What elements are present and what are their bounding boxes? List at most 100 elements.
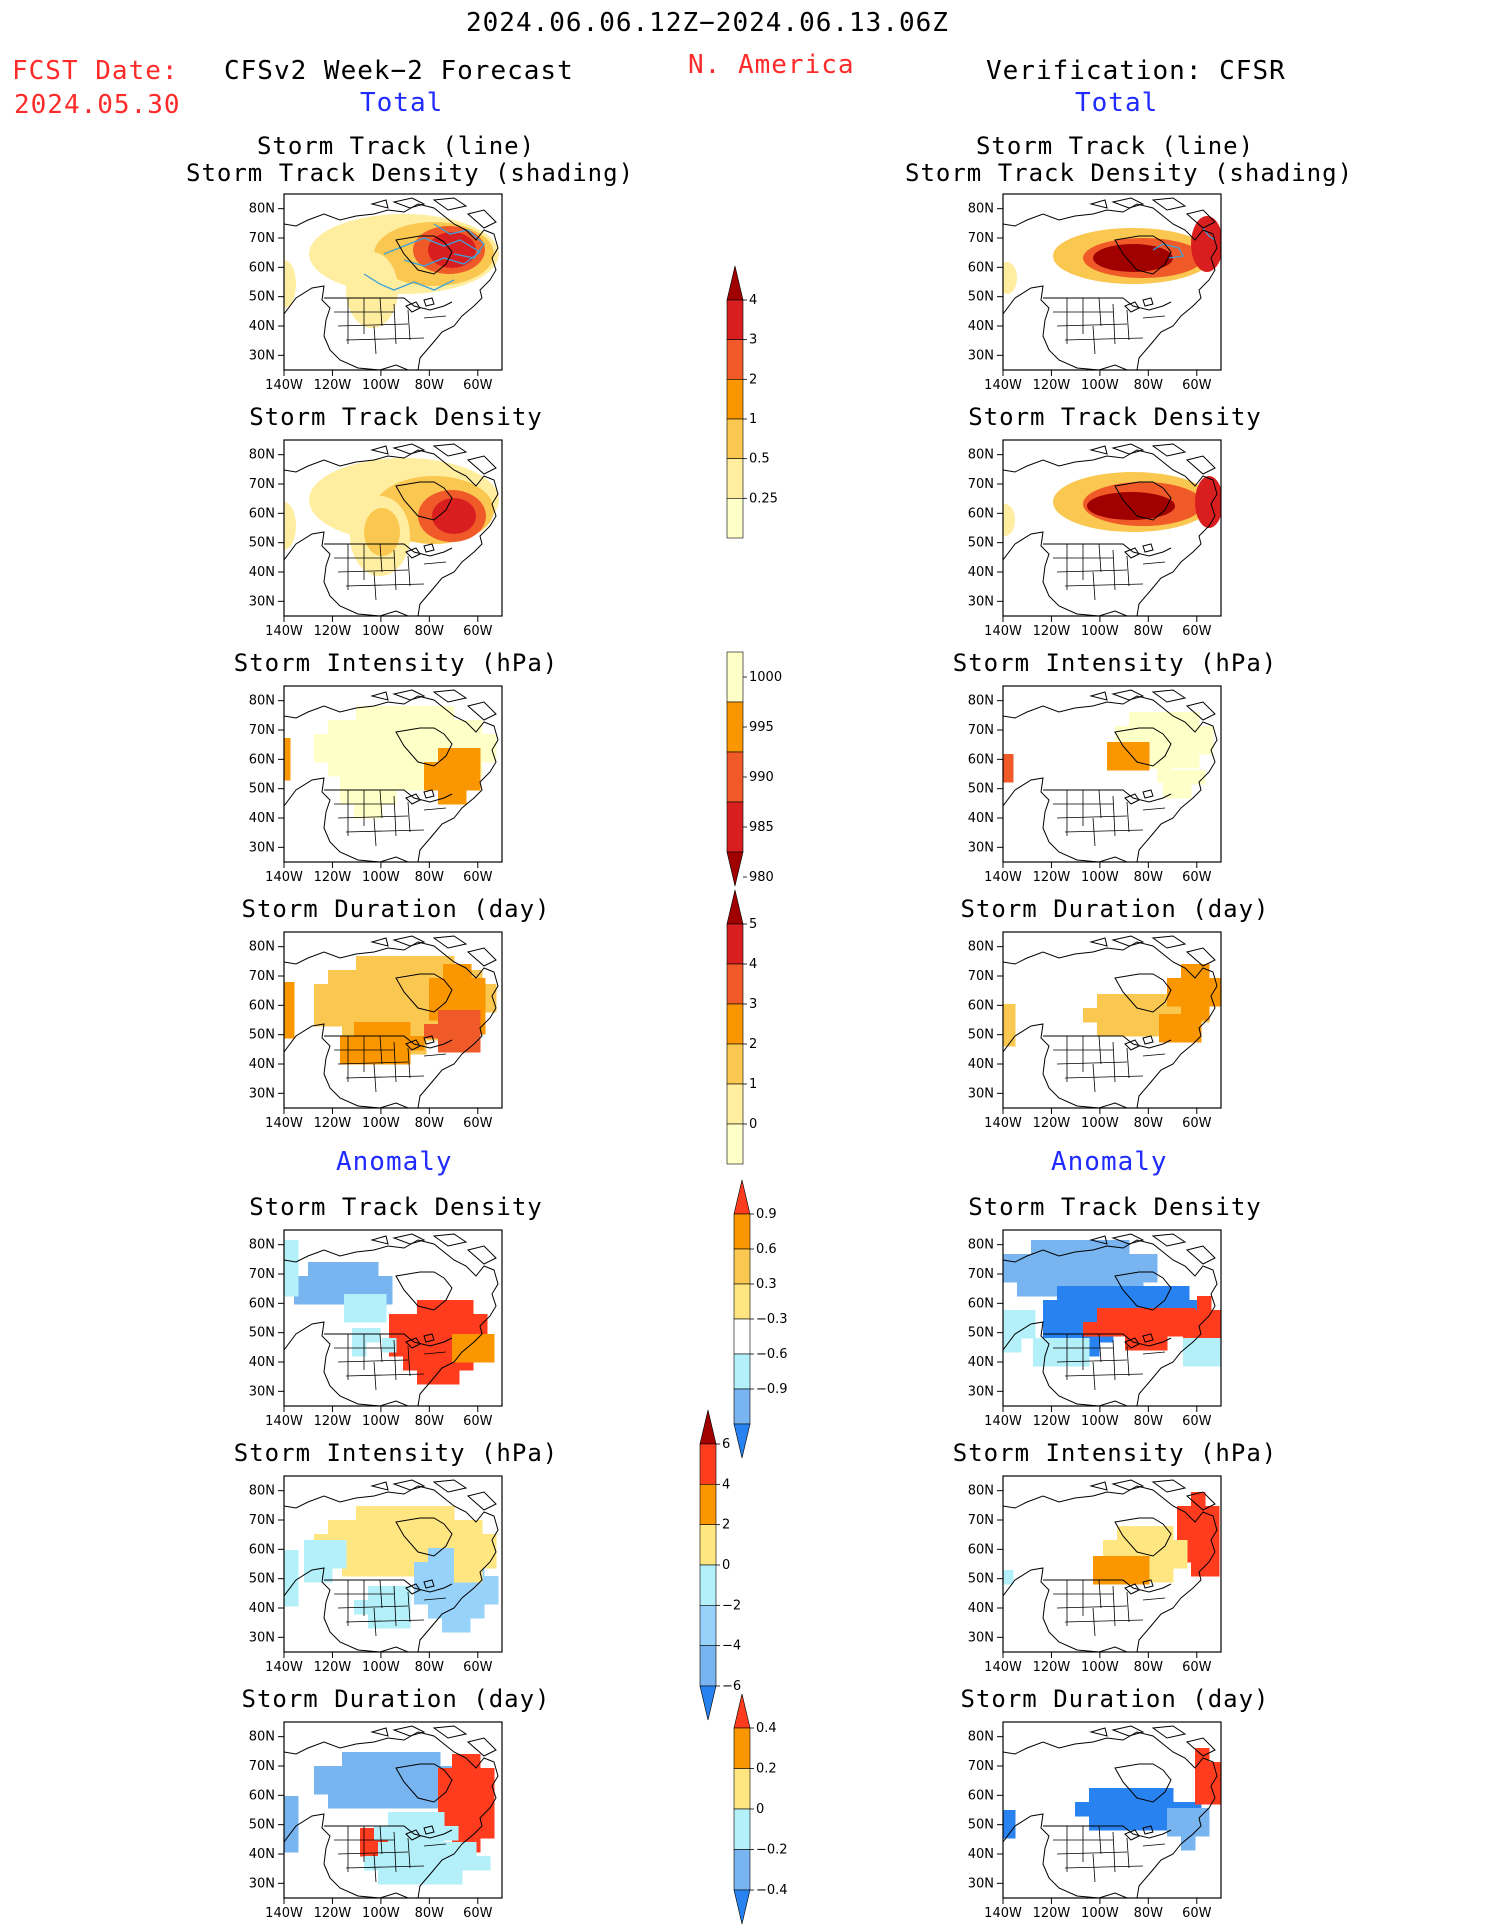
shade-cell: [356, 998, 371, 1013]
shade-cell: [1077, 1300, 1092, 1315]
coastline-layer: [284, 1233, 499, 1406]
shade-cell: [442, 1562, 457, 1577]
colorbar-intensity-anomaly: 6 4 2 0 −2 −4 −6: [699, 1409, 780, 1721]
shade-cell: [452, 1768, 467, 1783]
shade-cell: [1185, 740, 1200, 755]
island-outline: [466, 1737, 497, 1757]
lat-tick-label: 80N: [249, 448, 275, 463]
shade-cell: [370, 734, 385, 749]
shade-cell: [370, 956, 385, 971]
shade-cell: [412, 1506, 427, 1521]
shade-cell: [1143, 1254, 1158, 1269]
shade-cell: [1115, 1240, 1130, 1255]
shade-cell: [1159, 1014, 1174, 1029]
lat-tick-label: 50N: [249, 1326, 275, 1341]
colorbar-label: 0: [756, 1802, 764, 1817]
state-border: [345, 1075, 425, 1079]
colorbar-label: 3: [749, 997, 757, 1012]
shade-cell: [482, 748, 497, 763]
lat-tick-label: 80N: [968, 694, 994, 709]
shade-cell: [1173, 1028, 1188, 1043]
shade-cell: [342, 1780, 357, 1795]
lon-tick-label: 80W: [1134, 1906, 1164, 1921]
state-border: [1092, 1063, 1096, 1093]
lon-tick-label: 80W: [415, 1906, 445, 1921]
shade-cell: [1135, 1556, 1150, 1571]
state-border: [407, 1047, 411, 1079]
map-frame: [283, 1229, 503, 1407]
map-svg: 80N 70N 60N 50N 40N 30N 140W 120W 100W 80W 60W: [968, 1721, 1222, 1921]
map-frame: [1002, 1229, 1222, 1407]
shade-cell: [370, 998, 385, 1013]
lon-tick-label: 100W: [362, 1116, 400, 1131]
shade-blob: [1195, 476, 1221, 528]
coastline: [1003, 203, 1218, 370]
state-border: [1092, 1607, 1096, 1637]
shade-cell: [412, 776, 427, 791]
shade-cell: [1111, 1008, 1126, 1023]
shade-cell: [398, 720, 413, 735]
shade-cell: [1043, 1314, 1058, 1329]
state-border: [337, 323, 409, 327]
island-outline: [466, 947, 497, 967]
state-border: [345, 1865, 425, 1869]
colorbar-swatch: [733, 1849, 751, 1891]
shade-cell: [356, 970, 371, 985]
shade-cell: [426, 1752, 441, 1767]
state-border: [373, 817, 377, 847]
lat-tick-label: 50N: [249, 782, 275, 797]
storm-track-line: [1152, 243, 1184, 259]
shade-cell: [398, 1780, 413, 1795]
shade-cell: [308, 1276, 323, 1291]
island-outline: [370, 937, 389, 947]
shade-cell: [396, 1586, 411, 1601]
shade-cell: [354, 776, 369, 791]
shade-cell: [322, 1290, 337, 1305]
shade-cell: [470, 1604, 485, 1619]
shade-cell: [1059, 1254, 1074, 1269]
lon-tick-label: 120W: [1033, 1660, 1071, 1675]
right-anom-intensity-title: Storm Intensity (hPa): [952, 1439, 1278, 1467]
island-outline: [370, 1481, 389, 1491]
shade-cell: [1007, 1338, 1022, 1353]
lake-outline: [423, 1035, 435, 1045]
shade-cell: [412, 970, 427, 985]
shade-cell: [1209, 978, 1221, 993]
lat-tick-label: 70N: [968, 1267, 994, 1282]
shade-cell: [428, 1604, 443, 1619]
state-border: [407, 555, 411, 587]
hudson-bay-outline: [1114, 1271, 1172, 1311]
shade-cell: [426, 956, 441, 971]
shade-cell: [1177, 770, 1192, 785]
lat-tick-label: 40N: [968, 811, 994, 826]
shade-cell: [370, 762, 385, 777]
shade-cell: [1181, 1808, 1196, 1823]
shade-cell: [356, 984, 371, 999]
island-outline: [392, 197, 426, 209]
shade-cell: [1045, 1254, 1060, 1269]
state-border: [1126, 309, 1130, 341]
shade-cell: [382, 776, 397, 791]
shade-cell: [480, 1768, 495, 1783]
lat-tick-label: 40N: [249, 1355, 275, 1370]
shade-cell: [1191, 770, 1206, 785]
coastline: [1003, 1731, 1218, 1898]
shade-cell: [426, 1766, 441, 1781]
shade-cell: [284, 1838, 299, 1853]
colorbar-label: 1: [749, 1077, 757, 1092]
lat-tick-label: 60N: [249, 752, 275, 767]
shade-cell: [426, 1506, 441, 1521]
national-border: [324, 1035, 453, 1049]
shade-cell: [384, 748, 399, 763]
state-border: [373, 1361, 377, 1391]
shade-cell: [1211, 1310, 1221, 1325]
coastline: [284, 941, 499, 1108]
shade-cell: [1139, 1322, 1154, 1337]
shade-cell: [344, 1294, 359, 1309]
shade-cell: [438, 748, 453, 763]
shading-layer: [1003, 712, 1214, 799]
colorbar-density-total: 4 3 2 1 0.5 0.25: [726, 265, 807, 544]
shade-cell: [1195, 1822, 1210, 1837]
shade-cell: [284, 1592, 299, 1607]
lake-outline: [423, 543, 435, 553]
